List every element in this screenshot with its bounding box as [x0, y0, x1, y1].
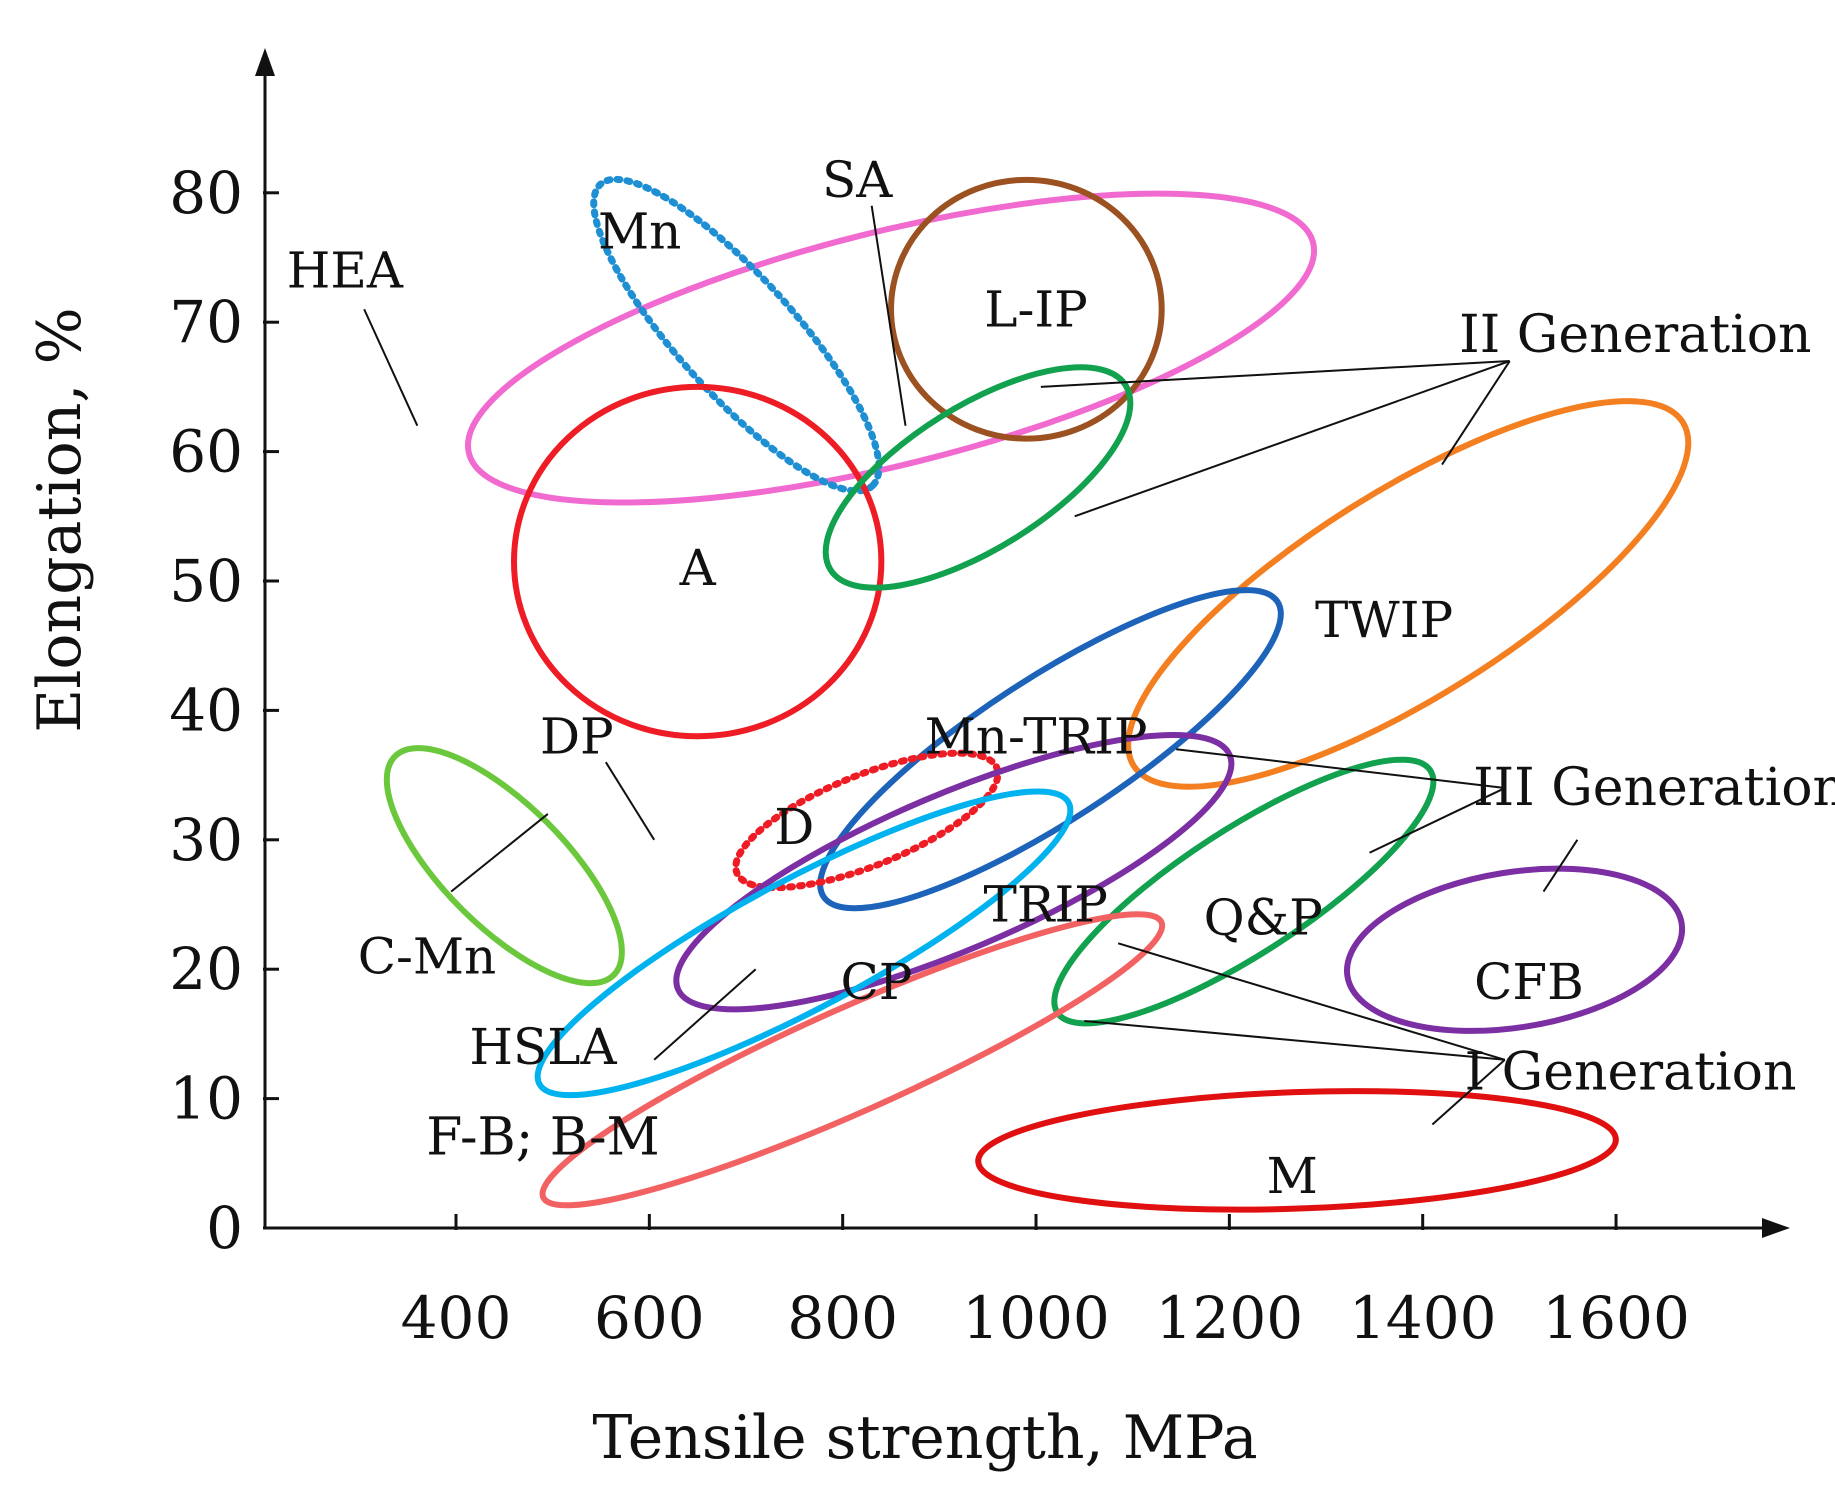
region-a: [511, 383, 885, 740]
leader-line: [1040, 360, 1510, 388]
annotation-label: II Generation: [1459, 305, 1811, 365]
region-label: TWIP: [1315, 591, 1453, 649]
region-hea: [464, 190, 1318, 506]
annotation-label: I Generation: [1465, 1043, 1797, 1103]
x-tick-label: 1600: [1542, 1284, 1690, 1352]
x-axis-label: Tensile strength, MPa: [592, 1403, 1257, 1473]
y-tick-label: 60: [169, 418, 243, 486]
x-tick-label: 1200: [1156, 1284, 1304, 1352]
region-label: M: [1267, 1147, 1318, 1205]
region-d: [732, 749, 1002, 892]
leader-lines: [363, 205, 1579, 1126]
y-tick-label: 30: [169, 806, 243, 874]
region-labels: HEA Mn A L-IP SA TWIP Mn-TRIP D TRIP C-Mn DP CP Q&P C…: [287, 151, 1835, 1205]
region-cp: [534, 788, 1074, 1099]
leader-line: [1431, 1059, 1506, 1126]
leader-line: [653, 968, 757, 1061]
axes: 400 600 800 1000 1200 1400 1600 0 10 20 30 40 50 60 70…: [169, 48, 1790, 1352]
leader-line: [1542, 839, 1579, 893]
y-tick-label: 0: [206, 1194, 243, 1262]
leader-line: [363, 308, 419, 427]
region-mn: [590, 175, 883, 495]
region-m: [975, 1088, 1619, 1213]
region-label: HSLA: [469, 1018, 617, 1076]
region-label: DP: [540, 707, 614, 765]
x-tick-label: 1000: [962, 1284, 1110, 1352]
region-label: SA: [822, 151, 893, 209]
leader-line: [1176, 748, 1505, 790]
leader-line: [1084, 1019, 1505, 1061]
region-cfb: [1344, 865, 1686, 1034]
region-label: L-IP: [984, 280, 1088, 338]
leader-line: [1441, 360, 1511, 466]
x-tick-label: 600: [594, 1284, 705, 1352]
y-tick-label: 40: [169, 676, 243, 744]
region-label: Mn: [598, 203, 681, 261]
leader-line: [1074, 360, 1511, 518]
x-tick-label: 800: [787, 1284, 898, 1352]
x-axis-arrow: [1762, 1218, 1790, 1238]
region-label: CP: [841, 953, 913, 1011]
leader-line: [1369, 787, 1506, 854]
x-tick-label: 1400: [1349, 1284, 1497, 1352]
region-label: TRIP: [983, 876, 1107, 934]
region-label: HEA: [287, 241, 404, 299]
y-axis-arrow: [255, 48, 275, 76]
region-label: CFB: [1474, 953, 1584, 1011]
leader-line: [1117, 942, 1506, 1061]
y-tick-label: 70: [169, 288, 243, 356]
y-tick-label: 20: [169, 935, 243, 1003]
region-hsla: [539, 911, 1166, 1209]
y-tick-label: 80: [169, 159, 243, 227]
region-label: Mn-TRIP: [925, 707, 1148, 765]
leader-line: [870, 205, 907, 426]
leader-line: [604, 761, 656, 841]
region-l-ip: [888, 176, 1165, 442]
annotation-label: F-B; B-M: [426, 1107, 660, 1167]
region-mn-trip: [817, 587, 1284, 912]
region-twip: [1125, 398, 1692, 790]
region-c-mn: [383, 745, 625, 987]
y-axis-label: Elongation, %: [25, 307, 95, 732]
y-tick-label: 50: [169, 547, 243, 615]
region-label: Q&P: [1204, 888, 1323, 946]
leader-line: [450, 813, 549, 893]
y-tick-label: 10: [169, 1065, 243, 1133]
region-sa: [822, 364, 1134, 591]
annotation-label: III Generation: [1473, 758, 1835, 818]
region-label: A: [679, 539, 717, 597]
region-label: C-Mn: [358, 927, 497, 985]
region-label: D: [774, 798, 814, 856]
x-tick-label: 400: [401, 1284, 512, 1352]
